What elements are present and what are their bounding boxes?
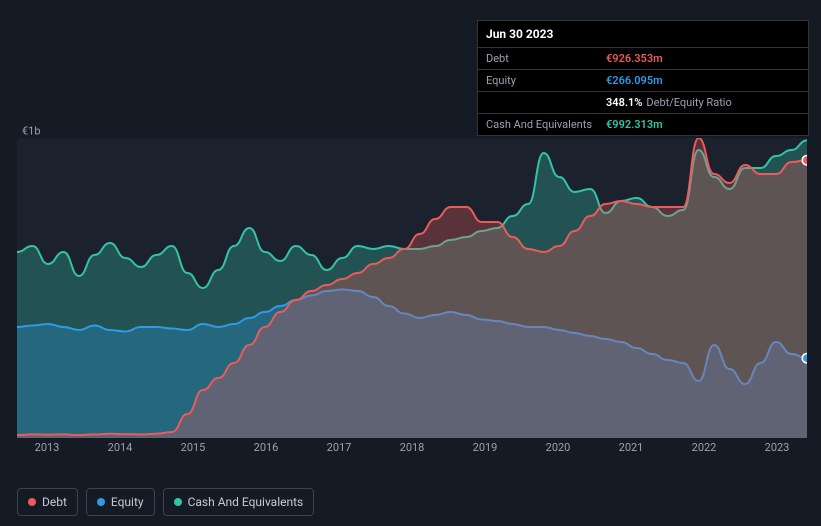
- x-axis-tick: 2016: [254, 441, 279, 454]
- tooltip-row-value: €992.313m: [606, 118, 663, 131]
- tooltip-row: Cash And Equivalents€992.313m: [478, 113, 808, 135]
- x-axis-tick: 2022: [692, 441, 717, 454]
- y-axis-tick: €1b: [22, 125, 41, 138]
- tooltip-row: Debt€926.353m: [478, 47, 808, 69]
- plot-area[interactable]: [17, 138, 807, 438]
- tooltip-row-value: €266.095m: [606, 74, 663, 87]
- legend-item[interactable]: Cash And Equivalents: [163, 488, 315, 516]
- x-axis-tick: 2019: [473, 441, 498, 454]
- x-axis-tick: 2023: [765, 441, 790, 454]
- chart-tooltip: Jun 30 2023 Debt€926.353mEquity€266.095m…: [477, 20, 809, 136]
- x-axis-tick: 2014: [108, 441, 133, 454]
- tooltip-row-label: Cash And Equivalents: [486, 118, 606, 131]
- tooltip-row: 348.1%Debt/Equity Ratio: [478, 91, 808, 113]
- x-axis-tick: 2017: [327, 441, 352, 454]
- chart-svg: [17, 138, 807, 438]
- legend-dot-icon: [28, 498, 36, 506]
- legend-item[interactable]: Debt: [17, 488, 78, 516]
- chart-container: €0€1b 2013201420152016201720182019202020…: [17, 118, 807, 463]
- tooltip-date: Jun 30 2023: [478, 21, 808, 47]
- x-axis-tick: 2021: [619, 441, 644, 454]
- x-axis-tick: 2018: [400, 441, 425, 454]
- legend-label: Debt: [42, 495, 67, 509]
- legend-label: Equity: [111, 495, 144, 509]
- x-axis-tick: 2013: [35, 441, 60, 454]
- tooltip-row-value: €926.353m: [606, 52, 663, 65]
- tooltip-row-label: Debt: [486, 52, 606, 65]
- x-axis: 2013 2014 2015 2016 2017 2018 2019 2020 2021 2022…: [17, 441, 807, 461]
- legend-label: Cash And Equivalents: [188, 495, 304, 509]
- legend-dot-icon: [97, 498, 105, 506]
- tooltip-row-label: Equity: [486, 74, 606, 87]
- tooltip-row: Equity€266.095m: [478, 69, 808, 91]
- legend-dot-icon: [174, 498, 182, 506]
- tooltip-row-suffix: Debt/Equity Ratio: [646, 96, 731, 109]
- tooltip-row-value: 348.1%Debt/Equity Ratio: [606, 96, 732, 109]
- tooltip-row-label: [486, 96, 606, 109]
- x-axis-tick: 2015: [181, 441, 206, 454]
- legend: Debt Equity Cash And Equivalents: [17, 488, 314, 516]
- x-axis-tick: 2020: [546, 441, 571, 454]
- legend-item[interactable]: Equity: [86, 488, 155, 516]
